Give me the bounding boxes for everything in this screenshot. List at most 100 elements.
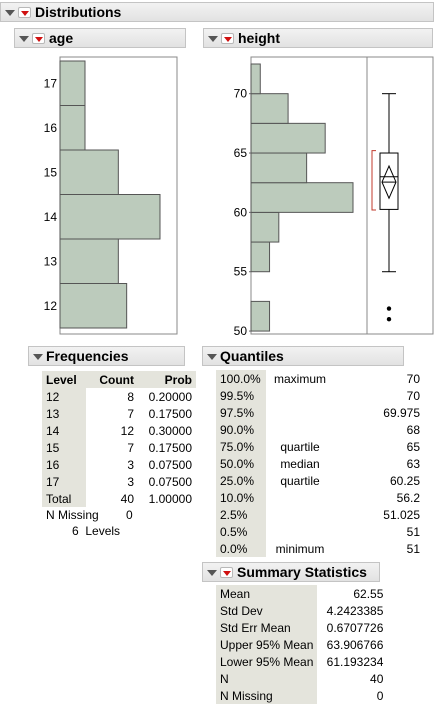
frequencies-title: Frequencies bbox=[46, 348, 129, 364]
quantile-value: 51 bbox=[406, 524, 420, 539]
freq-level: 17 bbox=[42, 473, 86, 490]
outlier-point-0 bbox=[386, 316, 392, 322]
quantile-value: 70 bbox=[406, 388, 420, 403]
summary-stat-label: Std Dev bbox=[216, 602, 318, 619]
height-bar-57.5 bbox=[250, 211, 280, 243]
outlier-point-1 bbox=[386, 306, 392, 311]
summary-stat-label: N Missing bbox=[216, 687, 318, 704]
collapse-triangle-icon[interactable] bbox=[19, 33, 29, 43]
freq-prob: 0.07500 bbox=[148, 474, 192, 489]
height-bar-65 bbox=[250, 122, 326, 154]
height-header[interactable]: height bbox=[203, 28, 433, 48]
age-bar-16 bbox=[59, 105, 86, 151]
summary-stat-label: Lower 95% Mean bbox=[216, 653, 318, 670]
frequencies-header[interactable]: Frequencies bbox=[28, 346, 185, 366]
collapse-triangle-icon[interactable] bbox=[208, 33, 218, 43]
age-tick-label-14: 14 bbox=[44, 210, 58, 224]
summary-stat-value: 62.55 bbox=[353, 586, 384, 601]
age-tick-label-15: 15 bbox=[44, 165, 58, 179]
n-missing-value: 0 bbox=[126, 508, 133, 522]
age-histogram[interactable]: 12 13 14 15 16 17 bbox=[30, 56, 180, 336]
summary-stat-label: Mean bbox=[216, 585, 318, 602]
table-row: N Missing 0 bbox=[216, 687, 387, 704]
quantile-percent: 10.0% bbox=[216, 489, 266, 506]
summary-header[interactable]: Summary Statistics bbox=[202, 562, 380, 582]
collapse-triangle-icon[interactable] bbox=[33, 351, 43, 361]
red-triangle-menu-icon[interactable] bbox=[32, 32, 45, 44]
height-tick-label-60: 60 bbox=[234, 205, 248, 219]
shortest-half-bracket bbox=[371, 150, 376, 211]
red-triangle-menu-icon[interactable] bbox=[221, 32, 234, 44]
age-tick-label-13: 13 bbox=[44, 254, 58, 268]
quantile-value: 70 bbox=[406, 371, 420, 386]
freq-prob: 0.30000 bbox=[148, 423, 192, 438]
age-bar-13 bbox=[59, 238, 119, 284]
table-row: 12 8 0.20000 bbox=[42, 388, 196, 405]
freq-count: 40 bbox=[120, 491, 134, 506]
levels-count: 6 Levels bbox=[72, 524, 121, 538]
table-row: 50.0% median 63 bbox=[216, 455, 424, 472]
age-bar-14 bbox=[59, 194, 161, 240]
quantile-label: maximum bbox=[273, 371, 326, 386]
freq-count: 12 bbox=[120, 423, 134, 438]
distributions-title: Distributions bbox=[35, 4, 122, 20]
quantile-label: quartile bbox=[280, 473, 320, 488]
quantile-value: 51.025 bbox=[383, 507, 420, 522]
frequencies-table: Level Count Prob 12 8 0.20000 13 7 0.17500 14 1… bbox=[42, 371, 196, 540]
n-missing-label: N Missing bbox=[46, 508, 99, 522]
collapse-triangle-icon[interactable] bbox=[5, 7, 15, 17]
age-bar-12 bbox=[59, 283, 128, 329]
table-row: 100.0% maximum 70 bbox=[216, 370, 424, 387]
quantile-percent: 97.5% bbox=[216, 404, 266, 421]
age-bar-15 bbox=[59, 149, 119, 195]
table-row: 97.5% 69.975 bbox=[216, 404, 424, 421]
box-iqr bbox=[379, 152, 399, 210]
summary-stat-value: 63.906766 bbox=[326, 637, 384, 652]
freq-prob: 0.07500 bbox=[148, 457, 192, 472]
freq-total-row: Total 40 1.00000 bbox=[42, 490, 196, 507]
height-tick-label-70: 70 bbox=[234, 87, 248, 101]
summary-stat-value: 0 bbox=[376, 688, 384, 703]
quantile-percent: 50.0% bbox=[216, 455, 266, 472]
table-row: Mean 62.55 bbox=[216, 585, 387, 602]
height-tick-label-55: 55 bbox=[234, 265, 248, 279]
table-row: 0.0% minimum 51 bbox=[216, 540, 424, 557]
quantile-value: 63 bbox=[406, 456, 420, 471]
quantile-percent: 0.5% bbox=[216, 523, 266, 540]
age-header[interactable]: age bbox=[14, 28, 186, 48]
summary-stat-value: 4.2423385 bbox=[326, 603, 384, 618]
table-row: 14 12 0.30000 bbox=[42, 422, 196, 439]
freq-count: 7 bbox=[127, 406, 134, 421]
collapse-triangle-icon[interactable] bbox=[207, 567, 217, 577]
height-bar-60 bbox=[250, 182, 354, 213]
freq-level: 15 bbox=[42, 439, 86, 456]
quantiles-title: Quantiles bbox=[220, 348, 284, 364]
table-row: 75.0% quartile 65 bbox=[216, 438, 424, 455]
height-bar-55 bbox=[250, 241, 271, 273]
quantiles-header[interactable]: Quantiles bbox=[202, 346, 404, 366]
freq-level: Total bbox=[42, 490, 86, 507]
age-tick-label-17: 17 bbox=[44, 76, 58, 90]
n-missing-row: N Missing 0 bbox=[42, 508, 196, 524]
quantile-value: 60.25 bbox=[389, 473, 420, 488]
quantile-label bbox=[266, 489, 334, 506]
quantile-label bbox=[266, 421, 334, 438]
height-bar-70 bbox=[250, 63, 261, 95]
summary-stat-label: Std Err Mean bbox=[216, 619, 318, 636]
freq-count: 3 bbox=[127, 457, 134, 472]
height-title: height bbox=[238, 30, 280, 46]
table-row: Std Err Mean 0.6707726 bbox=[216, 619, 387, 636]
freq-col-level: Level bbox=[46, 372, 77, 387]
quantile-percent: 25.0% bbox=[216, 472, 266, 489]
height-tick-label-65: 65 bbox=[234, 146, 248, 160]
table-row: 17 3 0.07500 bbox=[42, 473, 196, 490]
freq-level: 12 bbox=[42, 388, 86, 405]
height-histogram[interactable]: 50 55 60 65 70 bbox=[215, 56, 435, 336]
red-triangle-menu-icon[interactable] bbox=[220, 566, 233, 578]
quantile-percent: 90.0% bbox=[216, 421, 266, 438]
height-bar-62.5 bbox=[250, 152, 308, 184]
collapse-triangle-icon[interactable] bbox=[207, 351, 217, 361]
distributions-header[interactable]: Distributions bbox=[0, 2, 434, 22]
red-triangle-menu-icon[interactable] bbox=[18, 6, 31, 18]
quantile-percent: 100.0% bbox=[216, 370, 266, 387]
